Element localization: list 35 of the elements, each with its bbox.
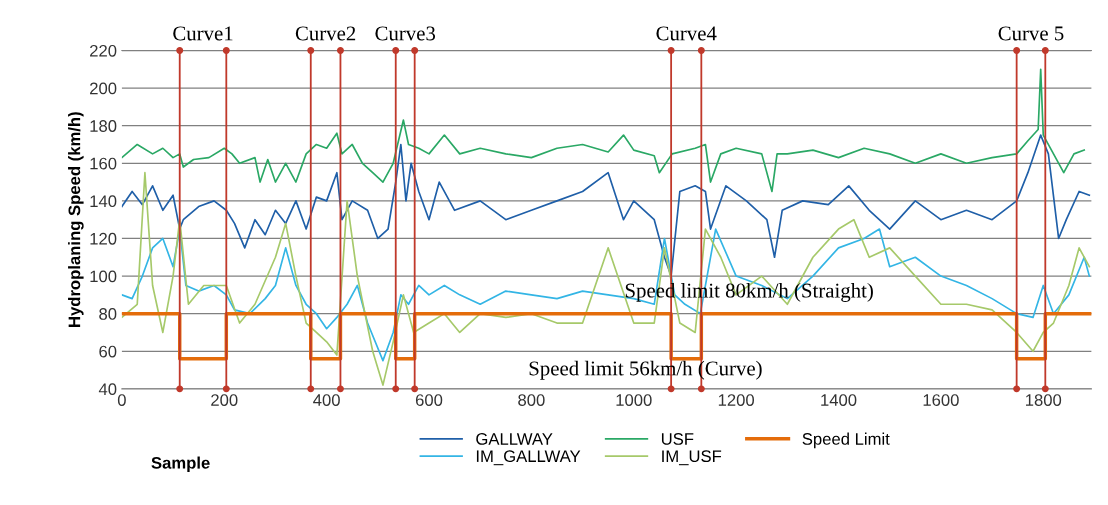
y-tick-label: 160 <box>90 157 117 170</box>
x-axis-title: Sample <box>151 456 210 473</box>
y-axis-title: Hydroplaning Speed (km/h) <box>68 112 84 327</box>
y-tick-label: 80 <box>99 308 117 320</box>
x-tick-label: 800 <box>518 394 545 406</box>
y-tick-label: 120 <box>90 232 117 245</box>
y-tick-label: 100 <box>90 270 117 283</box>
legend-label: GALLWAY <box>476 433 553 445</box>
text: Curve2 <box>295 26 356 41</box>
legend-label: Speed Limit <box>802 432 890 449</box>
x-tick-label: 1000 <box>616 394 652 406</box>
x-tick-label: 400 <box>313 394 340 406</box>
text: Curve1 <box>173 26 233 41</box>
x-tick-label: 1200 <box>718 394 755 406</box>
legend-label: IM_USF <box>662 450 722 466</box>
y-tick-label: 60 <box>99 345 117 358</box>
text: Curve4 <box>656 26 717 41</box>
line-series <box>121 68 1086 193</box>
text: Curve 5 <box>998 26 1064 41</box>
legend-label: USF <box>661 433 694 445</box>
line-series <box>121 171 1091 386</box>
x-tick-label: 1800 <box>1026 394 1062 406</box>
legend-label: IM_GALLWAY <box>476 450 581 466</box>
x-tick-label: 1600 <box>923 394 959 406</box>
y-tick-label: 200 <box>90 82 117 95</box>
y-tick-label: 180 <box>90 120 117 132</box>
y-tick-label: 220 <box>90 44 117 57</box>
x-tick-label: 0 <box>117 394 126 406</box>
line-series <box>121 228 1091 362</box>
y-tick-label: 40 <box>98 383 117 396</box>
x-tick-label: 1400 <box>821 394 857 406</box>
x-tick-label: 600 <box>415 394 443 406</box>
y-tick-label: 140 <box>90 195 117 208</box>
text: Curve3 <box>375 26 436 41</box>
x-tick-label: 200 <box>211 394 238 406</box>
